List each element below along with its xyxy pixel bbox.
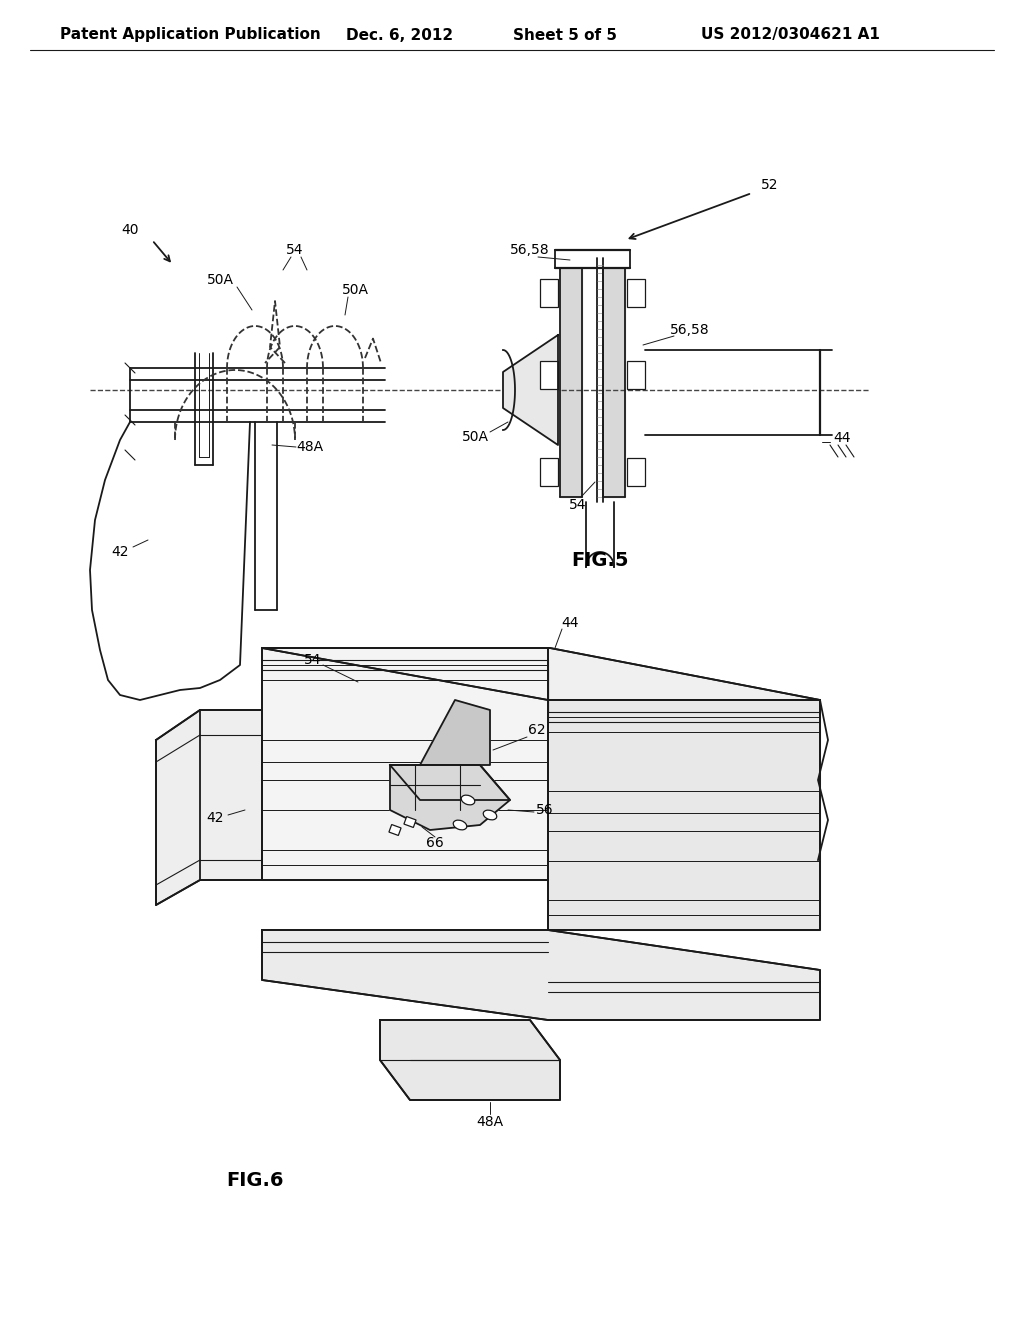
Bar — [540, 360, 558, 389]
Text: 54: 54 — [569, 498, 587, 512]
Polygon shape — [380, 1020, 560, 1100]
Text: 42: 42 — [206, 810, 224, 825]
Text: Dec. 6, 2012: Dec. 6, 2012 — [346, 28, 454, 42]
Bar — [627, 279, 645, 308]
Text: 50A: 50A — [207, 273, 233, 286]
Text: Sheet 5 of 5: Sheet 5 of 5 — [513, 28, 617, 42]
Text: 54: 54 — [304, 653, 322, 667]
Polygon shape — [560, 268, 582, 498]
Polygon shape — [262, 648, 820, 700]
Polygon shape — [603, 268, 625, 498]
Polygon shape — [390, 766, 510, 800]
Bar — [627, 458, 645, 486]
Text: 48A: 48A — [476, 1115, 504, 1129]
Bar — [540, 279, 558, 308]
Polygon shape — [503, 335, 558, 445]
Polygon shape — [420, 700, 490, 766]
Polygon shape — [548, 700, 820, 931]
Text: 50A: 50A — [462, 430, 488, 444]
Text: 42: 42 — [112, 545, 129, 558]
Ellipse shape — [461, 795, 475, 805]
Text: 56,58: 56,58 — [510, 243, 550, 257]
Text: 56,58: 56,58 — [670, 323, 710, 337]
Ellipse shape — [454, 820, 467, 830]
Text: 54: 54 — [287, 243, 304, 257]
Bar — [389, 825, 401, 836]
Text: Patent Application Publication: Patent Application Publication — [59, 28, 321, 42]
Text: 44: 44 — [561, 616, 579, 630]
Polygon shape — [262, 648, 548, 880]
Text: 62: 62 — [528, 723, 546, 737]
Polygon shape — [390, 766, 510, 830]
Bar — [540, 458, 558, 486]
Text: 50A: 50A — [341, 282, 369, 297]
Text: FIG.5: FIG.5 — [571, 550, 629, 569]
Text: US 2012/0304621 A1: US 2012/0304621 A1 — [700, 28, 880, 42]
Text: 40: 40 — [121, 223, 138, 238]
Text: 44: 44 — [834, 432, 851, 445]
Ellipse shape — [483, 810, 497, 820]
Text: 48A: 48A — [296, 440, 324, 454]
Polygon shape — [156, 710, 262, 906]
Text: FIG.6: FIG.6 — [226, 1171, 284, 1189]
Text: 66: 66 — [426, 836, 443, 850]
Text: 52: 52 — [761, 178, 778, 191]
Bar — [403, 817, 416, 828]
Polygon shape — [262, 931, 820, 1020]
Bar — [627, 360, 645, 389]
Text: 56: 56 — [537, 803, 554, 817]
